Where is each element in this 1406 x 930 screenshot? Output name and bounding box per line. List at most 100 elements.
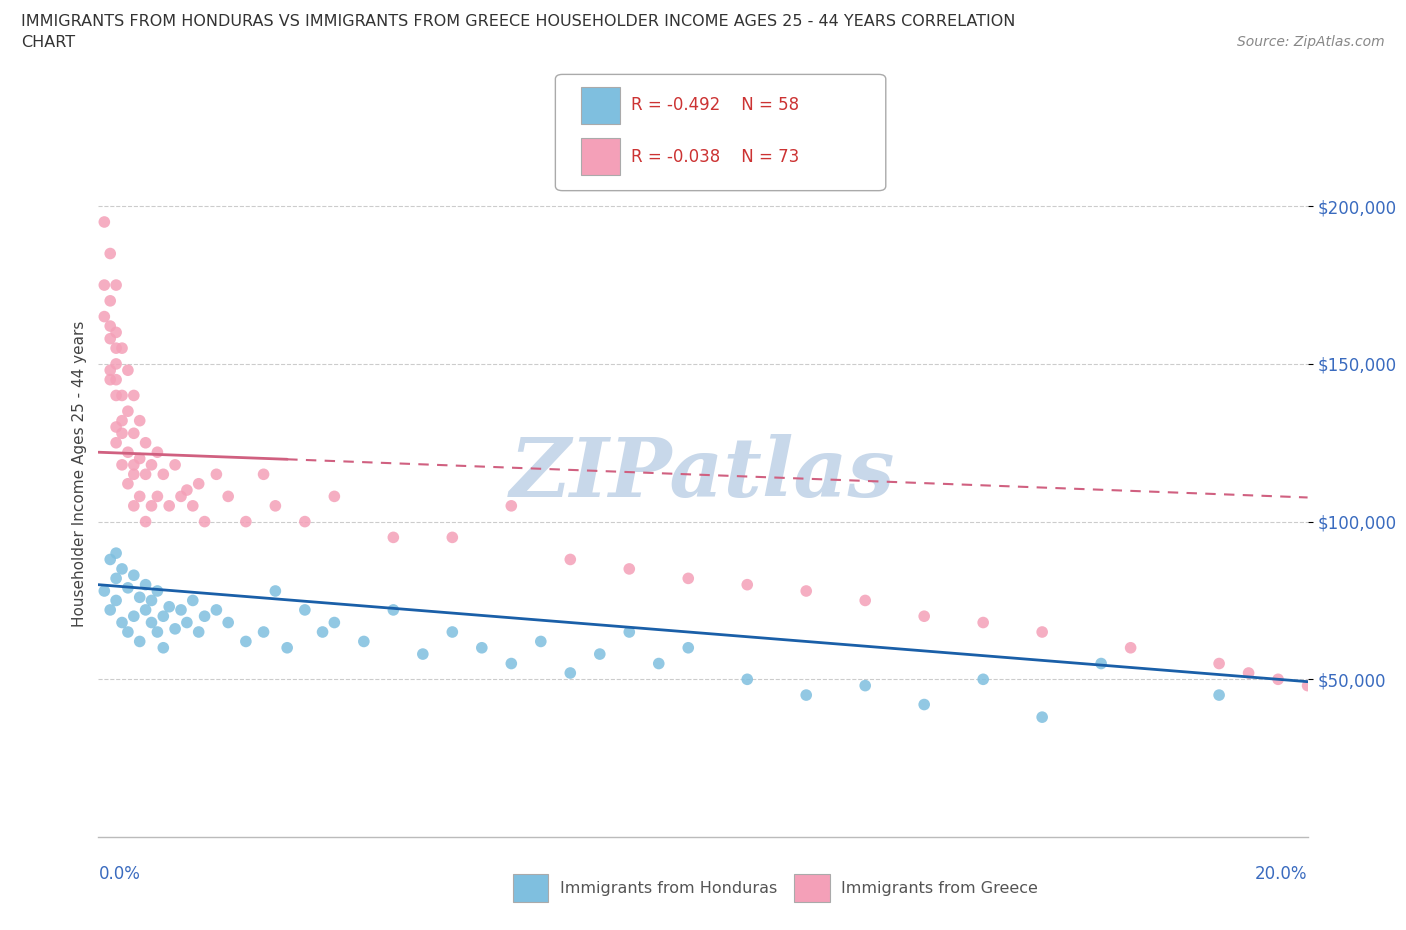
Point xyxy=(128,489,150,504)
Point xyxy=(678,571,700,586)
Point xyxy=(105,435,128,450)
Y-axis label: Householder Income Ages 25 - 44 years: Householder Income Ages 25 - 44 years xyxy=(72,321,87,628)
Point xyxy=(501,656,523,671)
Point xyxy=(128,451,150,466)
Point xyxy=(111,340,134,355)
Point xyxy=(141,593,163,608)
Point xyxy=(1296,678,1319,693)
Point xyxy=(170,489,193,504)
Point xyxy=(98,319,121,334)
Point xyxy=(382,603,405,618)
Point xyxy=(122,426,145,441)
Point xyxy=(93,278,115,293)
Point xyxy=(105,546,128,561)
Point xyxy=(972,615,994,630)
Point xyxy=(117,476,139,491)
Point xyxy=(135,467,157,482)
Text: 20.0%: 20.0% xyxy=(1256,865,1308,884)
Point xyxy=(276,641,298,656)
Text: 0.0%: 0.0% xyxy=(98,865,141,884)
Text: ZIPatlas: ZIPatlas xyxy=(510,434,896,514)
Point xyxy=(1031,710,1053,724)
Text: Immigrants from Honduras: Immigrants from Honduras xyxy=(560,881,778,896)
Point xyxy=(141,615,163,630)
Point xyxy=(560,552,582,567)
Point xyxy=(128,590,150,604)
Point xyxy=(217,615,239,630)
Point xyxy=(105,278,128,293)
Point xyxy=(1119,641,1142,656)
Point xyxy=(1090,656,1112,671)
Point xyxy=(98,331,121,346)
Point xyxy=(122,467,145,482)
Point xyxy=(912,609,935,624)
Point xyxy=(105,340,128,355)
Point xyxy=(589,646,612,661)
Point xyxy=(560,666,582,681)
Point xyxy=(794,583,817,598)
Point xyxy=(678,641,700,656)
Point xyxy=(187,625,209,640)
Point xyxy=(170,603,193,618)
Point xyxy=(135,603,157,618)
Point xyxy=(111,458,134,472)
Point xyxy=(111,426,134,441)
Point xyxy=(135,514,157,529)
Point xyxy=(98,372,121,387)
Point xyxy=(128,413,150,428)
Point xyxy=(648,656,671,671)
Point xyxy=(1237,666,1260,681)
Point xyxy=(117,445,139,459)
Point xyxy=(122,388,145,403)
Point xyxy=(471,641,494,656)
Point xyxy=(1031,625,1053,640)
Point xyxy=(146,583,169,598)
Point xyxy=(105,388,128,403)
Point xyxy=(235,634,257,649)
Point xyxy=(117,363,139,378)
Text: R = -0.038    N = 73: R = -0.038 N = 73 xyxy=(631,148,800,166)
Point xyxy=(98,293,121,308)
Point xyxy=(735,671,758,686)
Point xyxy=(181,593,204,608)
Point xyxy=(165,621,187,636)
Point xyxy=(794,687,817,702)
Text: Source: ZipAtlas.com: Source: ZipAtlas.com xyxy=(1237,35,1385,49)
Point xyxy=(157,599,180,614)
Text: Immigrants from Greece: Immigrants from Greece xyxy=(841,881,1038,896)
Text: CHART: CHART xyxy=(21,35,75,50)
Point xyxy=(217,489,239,504)
Point xyxy=(252,625,274,640)
Point xyxy=(98,603,121,618)
Point xyxy=(323,615,346,630)
Point xyxy=(412,646,434,661)
Point xyxy=(111,562,134,577)
Point xyxy=(382,530,405,545)
Point xyxy=(93,583,115,598)
Point xyxy=(117,625,139,640)
Point xyxy=(141,498,163,513)
Point xyxy=(165,458,187,472)
Point xyxy=(501,498,523,513)
Point xyxy=(111,388,134,403)
Text: IMMIGRANTS FROM HONDURAS VS IMMIGRANTS FROM GREECE HOUSEHOLDER INCOME AGES 25 - : IMMIGRANTS FROM HONDURAS VS IMMIGRANTS F… xyxy=(21,14,1015,29)
Point xyxy=(205,467,228,482)
Point xyxy=(176,615,198,630)
Point xyxy=(152,641,174,656)
Point xyxy=(1208,687,1230,702)
Point xyxy=(122,568,145,583)
Point xyxy=(111,413,134,428)
Point xyxy=(912,698,935,712)
Point xyxy=(135,578,157,592)
Point xyxy=(98,246,121,261)
Point xyxy=(176,483,198,498)
Point xyxy=(105,419,128,434)
Point xyxy=(294,603,316,618)
Text: R = -0.492    N = 58: R = -0.492 N = 58 xyxy=(631,97,800,114)
Point xyxy=(157,498,180,513)
Point xyxy=(264,583,287,598)
Point xyxy=(98,552,121,567)
Point xyxy=(194,514,217,529)
Point xyxy=(105,372,128,387)
Point xyxy=(735,578,758,592)
